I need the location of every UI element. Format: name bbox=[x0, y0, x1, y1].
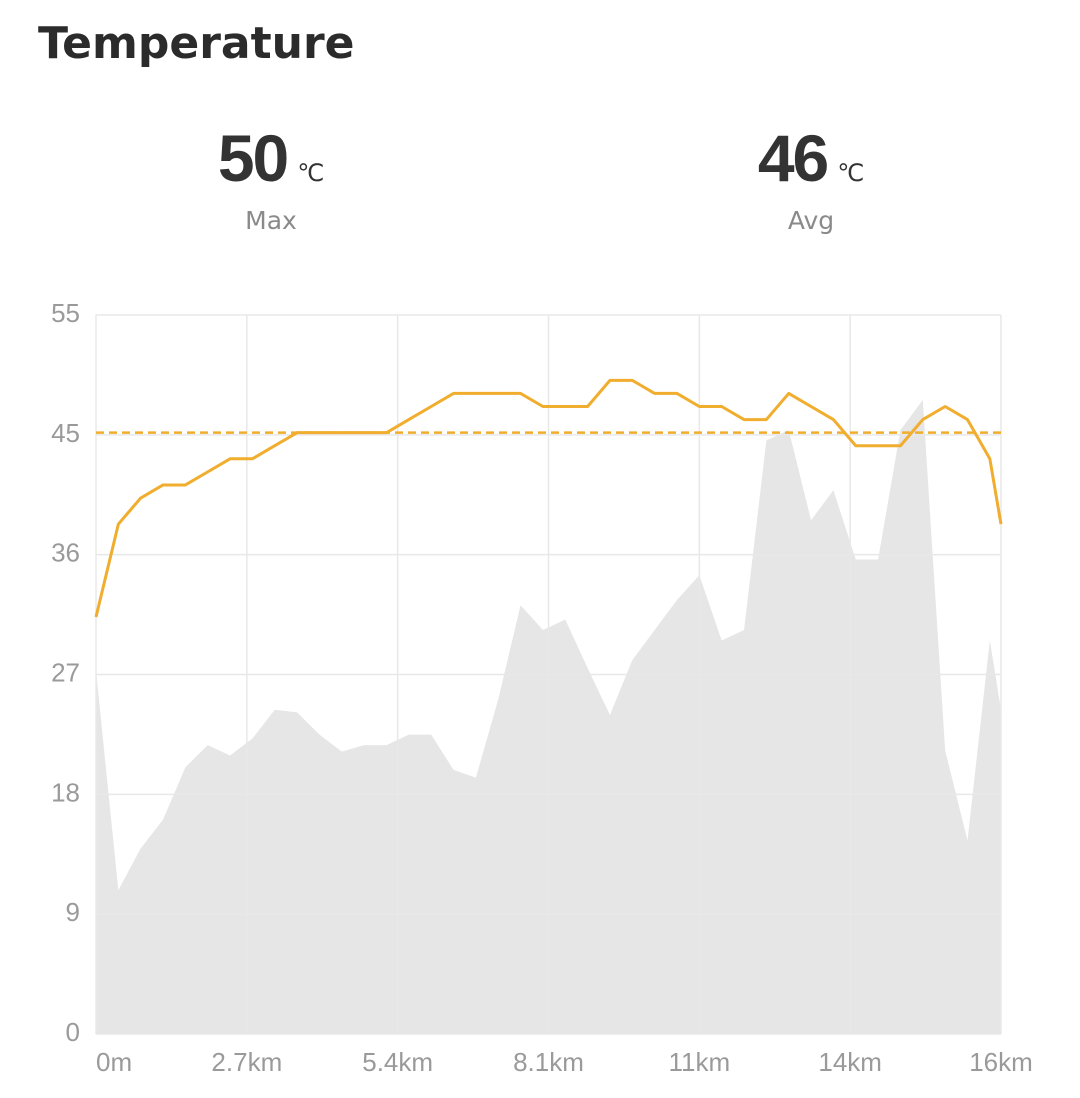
y-tick-label: 45 bbox=[51, 418, 80, 448]
y-tick-label: 9 bbox=[66, 897, 80, 927]
x-tick-label: 16km bbox=[969, 1047, 1033, 1077]
x-tick-label: 8.1km bbox=[513, 1047, 584, 1077]
x-tick-label: 5.4km bbox=[362, 1047, 433, 1077]
stat-max: 50 ℃ Max bbox=[121, 120, 421, 235]
title: Temperature bbox=[38, 18, 355, 69]
y-tick-label: 36 bbox=[51, 537, 80, 567]
y-tick-label: 27 bbox=[51, 657, 80, 687]
x-tick-label: 0m bbox=[96, 1047, 132, 1077]
x-tick-label: 2.7km bbox=[211, 1047, 282, 1077]
stat-unit: ℃ bbox=[297, 159, 325, 187]
x-tick-label: 14km bbox=[818, 1047, 882, 1077]
temperature-line bbox=[94, 378, 1003, 618]
stat-unit: ℃ bbox=[837, 159, 865, 187]
stat-label: Max bbox=[245, 206, 297, 235]
stat-value: 50 bbox=[217, 121, 289, 195]
x-tick-label: 11km bbox=[669, 1047, 731, 1077]
stat-avg: 46 ℃ Avg bbox=[661, 120, 961, 235]
y-tick-label: 18 bbox=[51, 777, 80, 807]
y-tick-label: 55 bbox=[51, 298, 80, 328]
stat-label: Avg bbox=[787, 206, 835, 235]
y-tick-label: 0 bbox=[66, 1017, 80, 1047]
stat-value: 46 bbox=[757, 121, 829, 195]
